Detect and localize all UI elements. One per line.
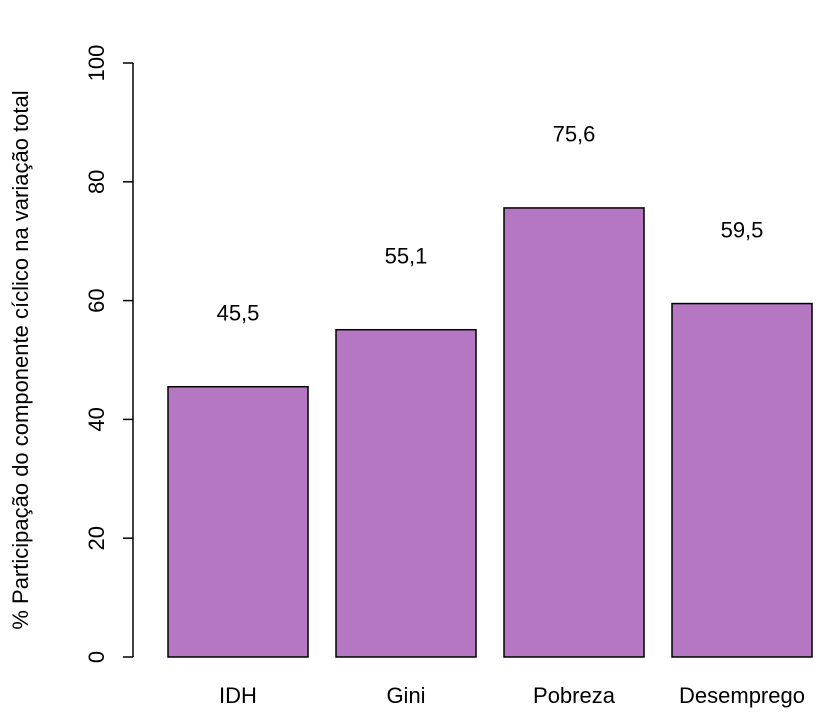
value-label: 59,5	[721, 217, 764, 242]
value-label: 75,6	[553, 122, 596, 147]
y-tick-label: 60	[84, 288, 109, 312]
bar	[335, 328, 477, 658]
x-tick-label: Pobreza	[533, 683, 616, 708]
value-label: 55,1	[385, 244, 428, 269]
y-axis-label: % Participação do componente cíclico na …	[8, 90, 33, 629]
x-tick-label: IDH	[219, 683, 257, 708]
x-tick-label: Desemprego	[679, 683, 805, 708]
y-tick-label: 40	[84, 407, 109, 431]
y-tick-label: 20	[84, 526, 109, 550]
value-label: 45,5	[217, 301, 260, 326]
bar	[167, 385, 309, 658]
bar	[671, 302, 813, 658]
x-tick-label: Gini	[386, 683, 425, 708]
y-tick-label: 0	[84, 651, 109, 663]
y-tick-label: 100	[84, 45, 109, 82]
y-tick-label: 80	[84, 170, 109, 194]
bar	[503, 207, 645, 658]
